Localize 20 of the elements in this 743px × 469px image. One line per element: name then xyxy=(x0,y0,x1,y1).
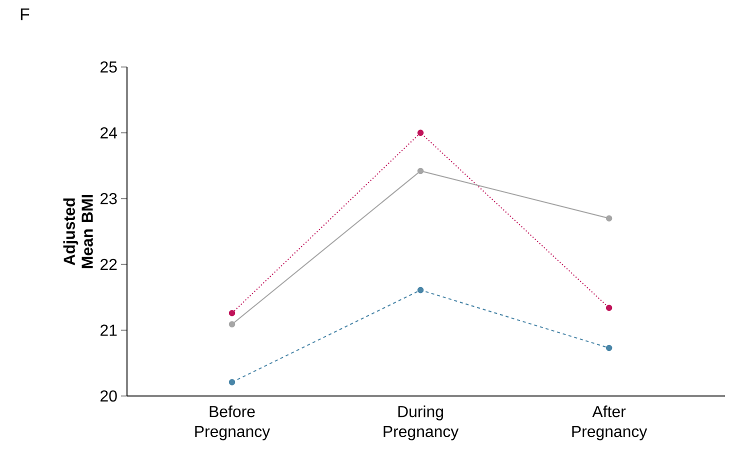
point xyxy=(417,286,424,294)
y-axis-title: Adjusted Mean BMI xyxy=(63,194,93,268)
y-tick-label: 21 xyxy=(100,324,117,336)
chart-title: F xyxy=(20,8,30,20)
point xyxy=(606,344,612,352)
y-tick-label: 20 xyxy=(100,390,117,402)
point xyxy=(606,215,612,222)
y-tick-label: 22 xyxy=(100,258,117,270)
y-tick-label: 25 xyxy=(100,61,117,73)
point xyxy=(228,321,236,328)
x-tick-label: After Pregnancy xyxy=(572,406,648,440)
point xyxy=(228,310,236,316)
y-tick-label: 23 xyxy=(100,192,117,204)
x-tick-label: During Pregnancy xyxy=(384,406,459,440)
point xyxy=(417,130,424,136)
point xyxy=(417,168,424,174)
y-tick-label: 24 xyxy=(100,127,118,138)
point xyxy=(228,379,236,386)
point xyxy=(606,304,612,311)
x-tick-label: Before Pregnancy xyxy=(195,406,270,440)
